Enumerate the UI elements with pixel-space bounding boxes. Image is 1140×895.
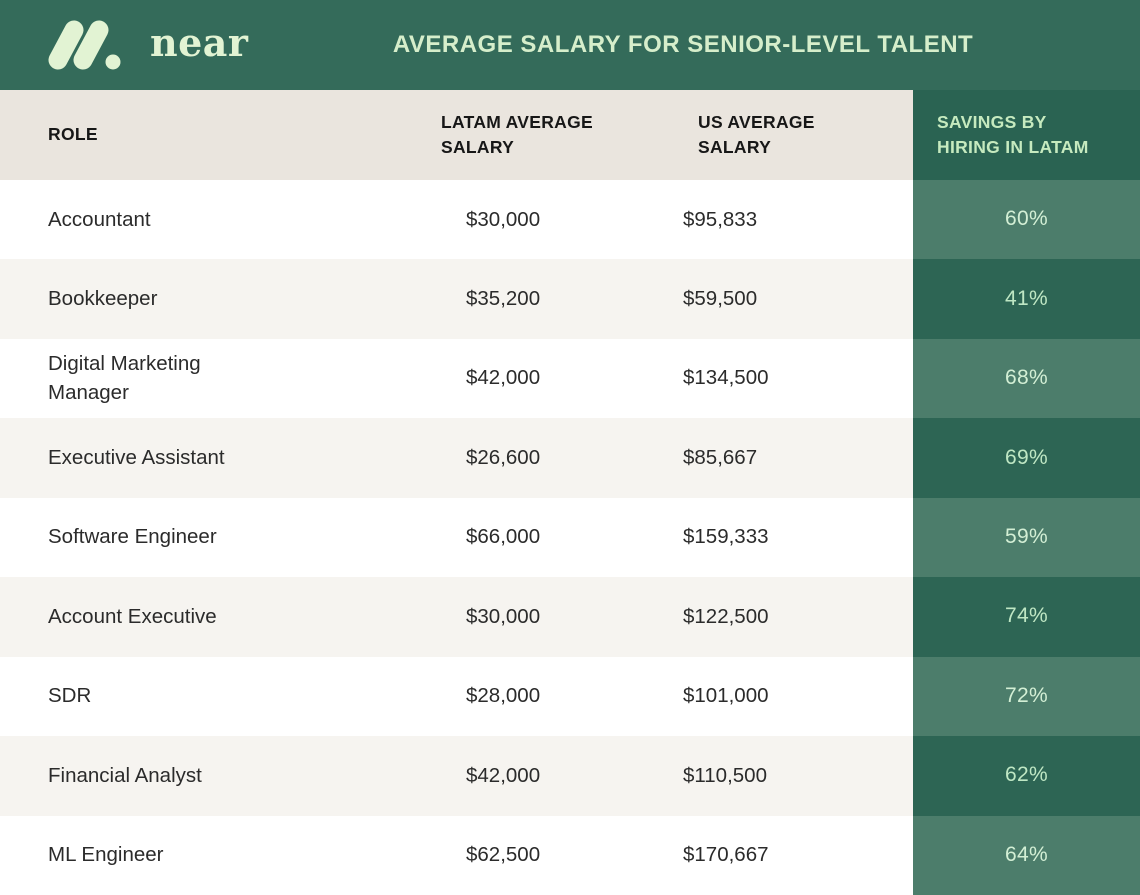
savings-cell: 41% bbox=[913, 259, 1140, 339]
savings-cell: 69% bbox=[913, 418, 1140, 498]
table-row: Account Executive $30,000 $122,500 74% bbox=[0, 577, 1140, 657]
us-salary-cell: $110,500 bbox=[683, 763, 767, 787]
table-row: ML Engineer $62,500 $170,667 64% bbox=[0, 815, 1140, 895]
role-cell: Account Executive bbox=[48, 604, 217, 628]
latam-salary-cell: $42,000 bbox=[466, 763, 541, 787]
role-cell: Financial Analyst bbox=[48, 763, 202, 787]
role-cell: Digital Marketing Manager bbox=[48, 352, 201, 404]
brand-name: near bbox=[150, 20, 249, 65]
table-row: Software Engineer $66,000 $159,333 59% bbox=[0, 497, 1140, 578]
table-row: Bookkeeper $35,200 $59,500 41% bbox=[0, 259, 1140, 339]
latam-salary-cell: $62,500 bbox=[466, 843, 541, 867]
savings-cell: 59% bbox=[913, 497, 1140, 578]
table-row: SDR $28,000 $101,000 72% bbox=[0, 656, 1140, 737]
near-logo-icon bbox=[46, 20, 136, 70]
latam-salary-cell: $35,200 bbox=[466, 287, 541, 311]
us-salary-cell: $59,500 bbox=[683, 287, 758, 311]
column-header-latam-salary: LATAM AVERAGE SALARY bbox=[441, 111, 593, 157]
table-row: Executive Assistant $26,600 $85,667 69% bbox=[0, 418, 1140, 498]
us-salary-cell: $134,500 bbox=[683, 366, 769, 390]
role-cell: ML Engineer bbox=[48, 843, 164, 867]
role-cell: Executive Assistant bbox=[48, 445, 225, 469]
latam-salary-cell: $42,000 bbox=[466, 366, 541, 390]
latam-salary-cell: $26,600 bbox=[466, 445, 541, 469]
table-row: Accountant $30,000 $95,833 60% bbox=[0, 180, 1140, 260]
us-salary-cell: $170,667 bbox=[683, 843, 769, 867]
savings-cell: 74% bbox=[913, 577, 1140, 657]
us-salary-cell: $101,000 bbox=[683, 684, 769, 708]
us-salary-cell: $159,333 bbox=[683, 525, 769, 549]
savings-cell: 62% bbox=[913, 736, 1140, 816]
column-header-savings: SAVINGS BY HIRING IN LATAM bbox=[913, 90, 1140, 180]
us-salary-cell: $122,500 bbox=[683, 604, 769, 628]
role-cell: Accountant bbox=[48, 207, 151, 231]
latam-salary-cell: $66,000 bbox=[466, 525, 541, 549]
us-salary-cell: $95,833 bbox=[683, 207, 758, 231]
table-body: Accountant $30,000 $95,833 60% Bookkeepe… bbox=[0, 180, 1140, 895]
table-row: Digital Marketing Manager $42,000 $134,5… bbox=[0, 338, 1140, 419]
column-header-role: ROLE bbox=[48, 124, 98, 145]
brand-logo: near bbox=[46, 20, 248, 70]
savings-cell: 68% bbox=[913, 338, 1140, 419]
header-band: near AVERAGE SALARY FOR SENIOR-LEVEL TAL… bbox=[0, 0, 1140, 90]
table-row: Financial Analyst $42,000 $110,500 62% bbox=[0, 736, 1140, 816]
savings-cell: 72% bbox=[913, 656, 1140, 737]
role-cell: Software Engineer bbox=[48, 525, 217, 549]
latam-salary-cell: $28,000 bbox=[466, 684, 541, 708]
role-cell: SDR bbox=[48, 684, 92, 708]
us-salary-cell: $85,667 bbox=[683, 445, 758, 469]
latam-salary-cell: $30,000 bbox=[466, 207, 541, 231]
column-header-us-salary: US AVERAGE SALARY bbox=[698, 111, 815, 157]
page-title: AVERAGE SALARY FOR SENIOR-LEVEL TALENT bbox=[392, 31, 974, 58]
savings-cell: 60% bbox=[913, 180, 1140, 260]
table-header-row: ROLE LATAM AVERAGE SALARY US AVERAGE SAL… bbox=[0, 90, 1140, 180]
savings-cell: 64% bbox=[913, 815, 1140, 895]
role-cell: Bookkeeper bbox=[48, 287, 158, 311]
latam-salary-cell: $30,000 bbox=[466, 604, 541, 628]
